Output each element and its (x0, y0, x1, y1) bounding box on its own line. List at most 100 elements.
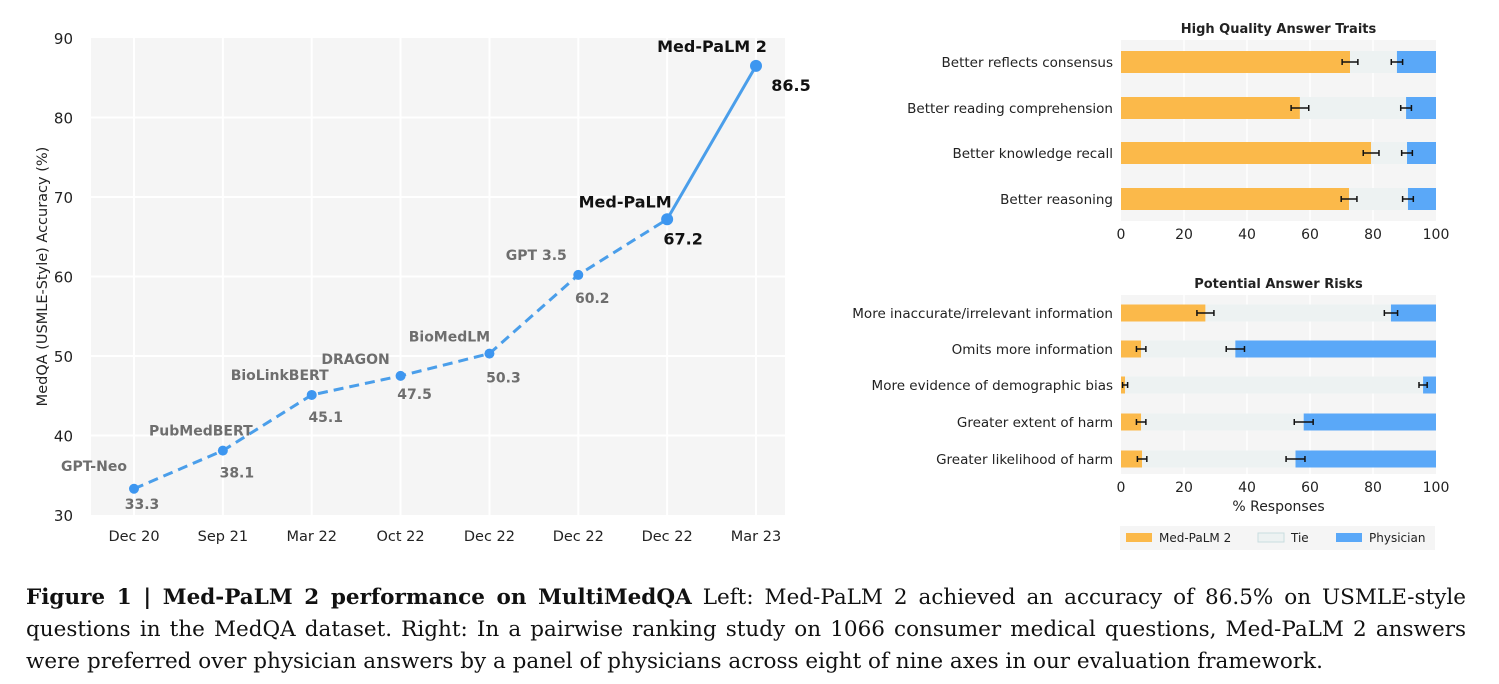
figure-caption: Figure 1 | Med-PaLM 2 performance on Mul… (26, 582, 1466, 678)
model-name-label: BioLinkBERT (231, 368, 329, 384)
y-tick-label: 50 (54, 348, 73, 366)
bar-tie (1371, 142, 1408, 164)
data-point (750, 59, 762, 72)
y-tick-label: 60 (54, 269, 73, 287)
caption-text: Left: Med-PaLM 2 achieved an accuracy of… (26, 585, 1466, 674)
data-point (129, 483, 139, 494)
caption-label: Figure 1 | Med-PaLM 2 performance on Mul… (26, 585, 692, 610)
bar-tie (1141, 340, 1236, 358)
model-name-label: GPT-Neo (61, 459, 127, 475)
bar-med-palm-2 (1121, 413, 1142, 431)
bar-tie (1125, 376, 1424, 394)
x-axis-label: % Responses (1232, 499, 1324, 515)
chart-title: Potential Answer Risks (1194, 277, 1363, 292)
bar-physician (1423, 376, 1436, 394)
x-tick-label: Sep 21 (198, 529, 248, 545)
legend-label: Med-PaLM 2 (1159, 531, 1231, 545)
x-tick-label: Mar 22 (287, 529, 337, 545)
x-tick-label: Dec 20 (108, 529, 159, 545)
x-tick-label: 20 (1175, 227, 1193, 243)
category-label: More evidence of demographic bias (872, 378, 1113, 394)
data-labels: GPT-Neo 33.3 PubMedBERT 38.1 BioLinkBERT 45.1… (61, 37, 811, 513)
bar-tie (1349, 188, 1408, 210)
bar-med-palm-2 (1121, 340, 1142, 358)
value-label: 50.3 (486, 371, 521, 387)
value-label: 67.2 (663, 229, 702, 248)
x-tick-label: 0 (1117, 227, 1126, 243)
x-tick-label: 40 (1238, 480, 1256, 496)
data-point (573, 269, 584, 280)
y-tick-labels: 30 40 50 60 70 80 90 (54, 30, 73, 525)
bar-physician (1407, 188, 1436, 210)
value-label: 45.1 (308, 410, 343, 426)
category-label: More inaccurate/irrelevant information (852, 306, 1113, 322)
data-point (661, 213, 674, 226)
bar-tie (1141, 413, 1304, 431)
legend-swatch (1257, 532, 1285, 543)
bar-tie (1205, 304, 1391, 322)
bar-tie (1142, 450, 1296, 468)
y-tick-label: 30 (54, 507, 73, 525)
bar-tie (1299, 97, 1407, 119)
bar-med-palm-2 (1121, 450, 1143, 468)
legend-swatch (1336, 533, 1362, 542)
model-name-label: GPT 3.5 (506, 248, 567, 264)
bar-med-palm-2 (1121, 51, 1351, 73)
y-tick-label: 70 (54, 189, 73, 207)
x-tick-label: 80 (1364, 480, 1382, 496)
y-tick-label: 90 (54, 30, 73, 48)
model-name-label: Med-PaLM (579, 192, 672, 211)
data-point (306, 389, 317, 400)
x-tick-label: 60 (1301, 480, 1319, 496)
bar-physician (1390, 304, 1436, 322)
bar-physician (1235, 340, 1436, 358)
bar-med-palm-2 (1121, 188, 1350, 210)
value-label: 60.2 (575, 291, 610, 307)
category-label: Greater extent of harm (957, 415, 1113, 431)
data-point (395, 370, 406, 381)
legend-label: Physician (1369, 531, 1425, 545)
x-tick-label: Mar 23 (731, 529, 781, 545)
bar-tie (1350, 51, 1397, 73)
value-label: 47.5 (397, 387, 432, 403)
value-label: 86.5 (771, 76, 810, 95)
legend-swatch (1126, 533, 1152, 542)
model-name-label: Med-PaLM 2 (657, 37, 767, 56)
solid-series-line (665, 65, 758, 221)
category-label: Greater likelihood of harm (936, 452, 1113, 468)
y-tick-label: 80 (54, 110, 73, 128)
x-tick-label: 100 (1423, 480, 1450, 496)
category-label: Better knowledge recall (952, 146, 1113, 162)
legend: Med-PaLM 2 Tie Physician (1120, 526, 1435, 550)
bar-physician (1295, 450, 1436, 468)
bar-physician (1406, 97, 1436, 119)
x-tick-label: 0 (1117, 480, 1126, 496)
x-tick-label: 80 (1364, 227, 1382, 243)
model-name-label: BioMedLM (409, 330, 490, 346)
bar-physician (1407, 142, 1436, 164)
high-quality-traits-chart: 0 20 40 60 80 100 High Quality Answer Traits Be… (907, 22, 1449, 243)
x-tick-label: Dec 22 (464, 529, 515, 545)
x-tick-label: Dec 22 (553, 529, 604, 545)
value-label: 33.3 (125, 497, 160, 513)
legend-label: Tie (1290, 531, 1309, 545)
bar-med-palm-2 (1121, 97, 1300, 119)
y-tick-label: 40 (54, 428, 73, 446)
model-name-label: PubMedBERT (149, 424, 253, 440)
category-label: Better reflects consensus (942, 55, 1113, 71)
x-tick-label: Oct 22 (377, 529, 425, 545)
x-tick-label: Dec 22 (642, 529, 693, 545)
x-tick-label: 100 (1423, 227, 1450, 243)
category-label: Better reasoning (1000, 192, 1113, 208)
x-tick-labels: Dec 20 Sep 21 Mar 22 Oct 22 Dec 22 Dec 22 Dec … (108, 529, 781, 545)
data-point (484, 348, 495, 359)
answer-risks-chart: 0 20 40 60 80 100 Potential Answer Risks % Resp… (852, 277, 1449, 515)
x-tick-label: 60 (1301, 227, 1319, 243)
bar-med-palm-2 (1121, 304, 1206, 322)
category-label: Better reading comprehension (907, 101, 1113, 117)
x-tick-label: 40 (1238, 227, 1256, 243)
category-label: Omits more information (952, 342, 1113, 358)
data-points (129, 59, 762, 494)
